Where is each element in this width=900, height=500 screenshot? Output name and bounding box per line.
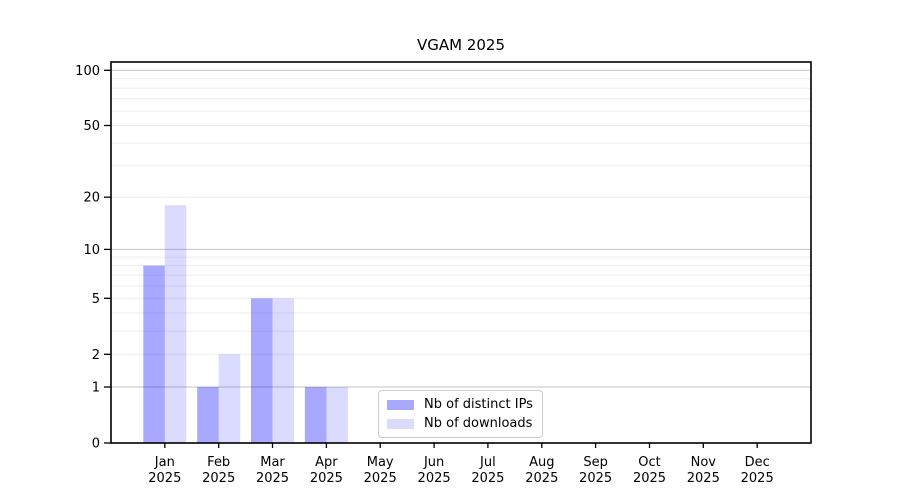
y-tick-label: 20 bbox=[83, 191, 100, 206]
bar-series-1 bbox=[164, 205, 348, 443]
y-tick-label: 50 bbox=[83, 119, 100, 134]
gridlines bbox=[111, 69, 811, 388]
legend-swatch-downloads bbox=[387, 418, 414, 429]
x-tick-label: Jan 2025 bbox=[148, 455, 181, 486]
legend-item-downloads: Nb of downloads bbox=[387, 414, 533, 433]
x-axis: Jan 2025 Feb 2025 Mar 2025 Apr 2025 May 2025 Jun 20… bbox=[148, 443, 774, 486]
y-tick-label: 100 bbox=[75, 64, 100, 79]
y-tick-label: 2 bbox=[92, 348, 100, 363]
y-tick-label: 5 bbox=[92, 292, 100, 307]
y-tick-label: 10 bbox=[83, 243, 100, 258]
bar-series-0 bbox=[143, 265, 327, 443]
x-tick-label: Apr 2025 bbox=[310, 455, 343, 486]
chart-title: VGAM 2025 bbox=[416, 36, 506, 54]
bar bbox=[304, 387, 327, 443]
bar bbox=[251, 298, 273, 443]
bar bbox=[326, 387, 348, 443]
y-axis: 0 1 2 5 10 20 50 100 bbox=[75, 64, 111, 452]
x-tick-label: Jun 2025 bbox=[418, 455, 451, 486]
y-tick-label: 1 bbox=[92, 381, 100, 396]
legend-label-downloads: Nb of downloads bbox=[424, 416, 533, 431]
x-tick-label: Sep 2025 bbox=[579, 455, 612, 486]
x-tick-label: Nov 2025 bbox=[687, 455, 720, 486]
bar bbox=[218, 354, 241, 443]
x-tick-label: Oct 2025 bbox=[633, 455, 666, 486]
bar bbox=[164, 205, 187, 443]
bar bbox=[197, 387, 219, 443]
x-tick-label: Jul 2025 bbox=[471, 455, 504, 486]
x-tick-label: Mar 2025 bbox=[256, 455, 289, 486]
x-tick-label: Dec 2025 bbox=[741, 455, 774, 486]
axes-box bbox=[110, 61, 812, 444]
bar bbox=[272, 298, 294, 443]
legend-swatch-distinct-ips bbox=[387, 399, 414, 410]
legend-label-distinct-ips: Nb of distinct IPs bbox=[424, 397, 533, 412]
legend-item-distinct-ips: Nb of distinct IPs bbox=[387, 395, 533, 414]
bars bbox=[143, 205, 348, 443]
x-tick-label: Feb 2025 bbox=[202, 455, 235, 486]
x-tick-label: May 2025 bbox=[364, 455, 397, 486]
y-tick-label: 0 bbox=[92, 437, 100, 452]
bar bbox=[143, 265, 165, 443]
x-tick-label: Aug 2025 bbox=[525, 455, 558, 486]
legend: Nb of distinct IPs Nb of downloads bbox=[378, 390, 543, 438]
